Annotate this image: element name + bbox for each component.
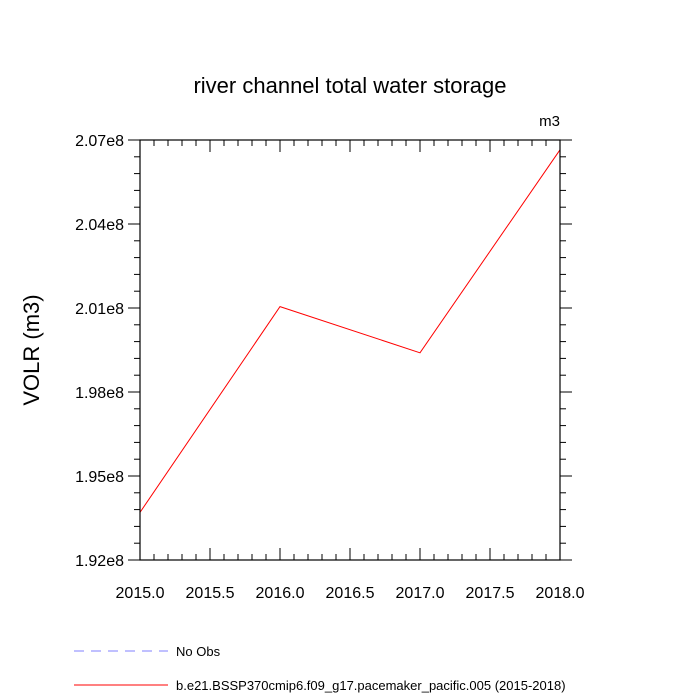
y-tick-label: 1.95e8 xyxy=(75,469,124,486)
units-label: m3 xyxy=(539,113,560,130)
y-axis-label: VOLR (m3) xyxy=(19,294,44,405)
x-tick-label: 2017.5 xyxy=(466,585,515,602)
y-tick-label: 2.01e8 xyxy=(75,301,124,318)
legend: No Obs b.e21.BSSP370cmip6.f09_g17.pacemak… xyxy=(74,644,566,693)
axis-ticks xyxy=(128,139,572,561)
legend-label: No Obs xyxy=(176,644,221,659)
y-tick-label: 1.98e8 xyxy=(75,385,124,402)
x-tick-label: 2016.5 xyxy=(326,585,375,602)
x-tick-labels: 2015.0 2015.5 2016.0 2016.5 2017.0 2017.5 2018… xyxy=(116,585,585,602)
plot-frame xyxy=(139,139,561,561)
chart-title: river channel total water storage xyxy=(193,73,506,98)
y-tick-label: 2.07e8 xyxy=(75,133,124,150)
y-tick-labels: 1.92e8 1.95e8 1.98e8 2.01e8 2.04e8 2.07e8 xyxy=(75,133,124,570)
x-tick-label: 2015.0 xyxy=(116,585,165,602)
x-tick-label: 2017.0 xyxy=(396,585,445,602)
x-tick-label: 2015.5 xyxy=(186,585,235,602)
series-layer xyxy=(139,149,561,513)
series-line xyxy=(139,149,561,513)
y-tick-label: 1.92e8 xyxy=(75,553,124,570)
x-tick-label: 2018.0 xyxy=(536,585,585,602)
y-tick-label: 2.04e8 xyxy=(75,217,124,234)
legend-label: b.e21.BSSP370cmip6.f09_g17.pacemaker_pac… xyxy=(176,678,566,693)
x-tick-label: 2016.0 xyxy=(256,585,305,602)
